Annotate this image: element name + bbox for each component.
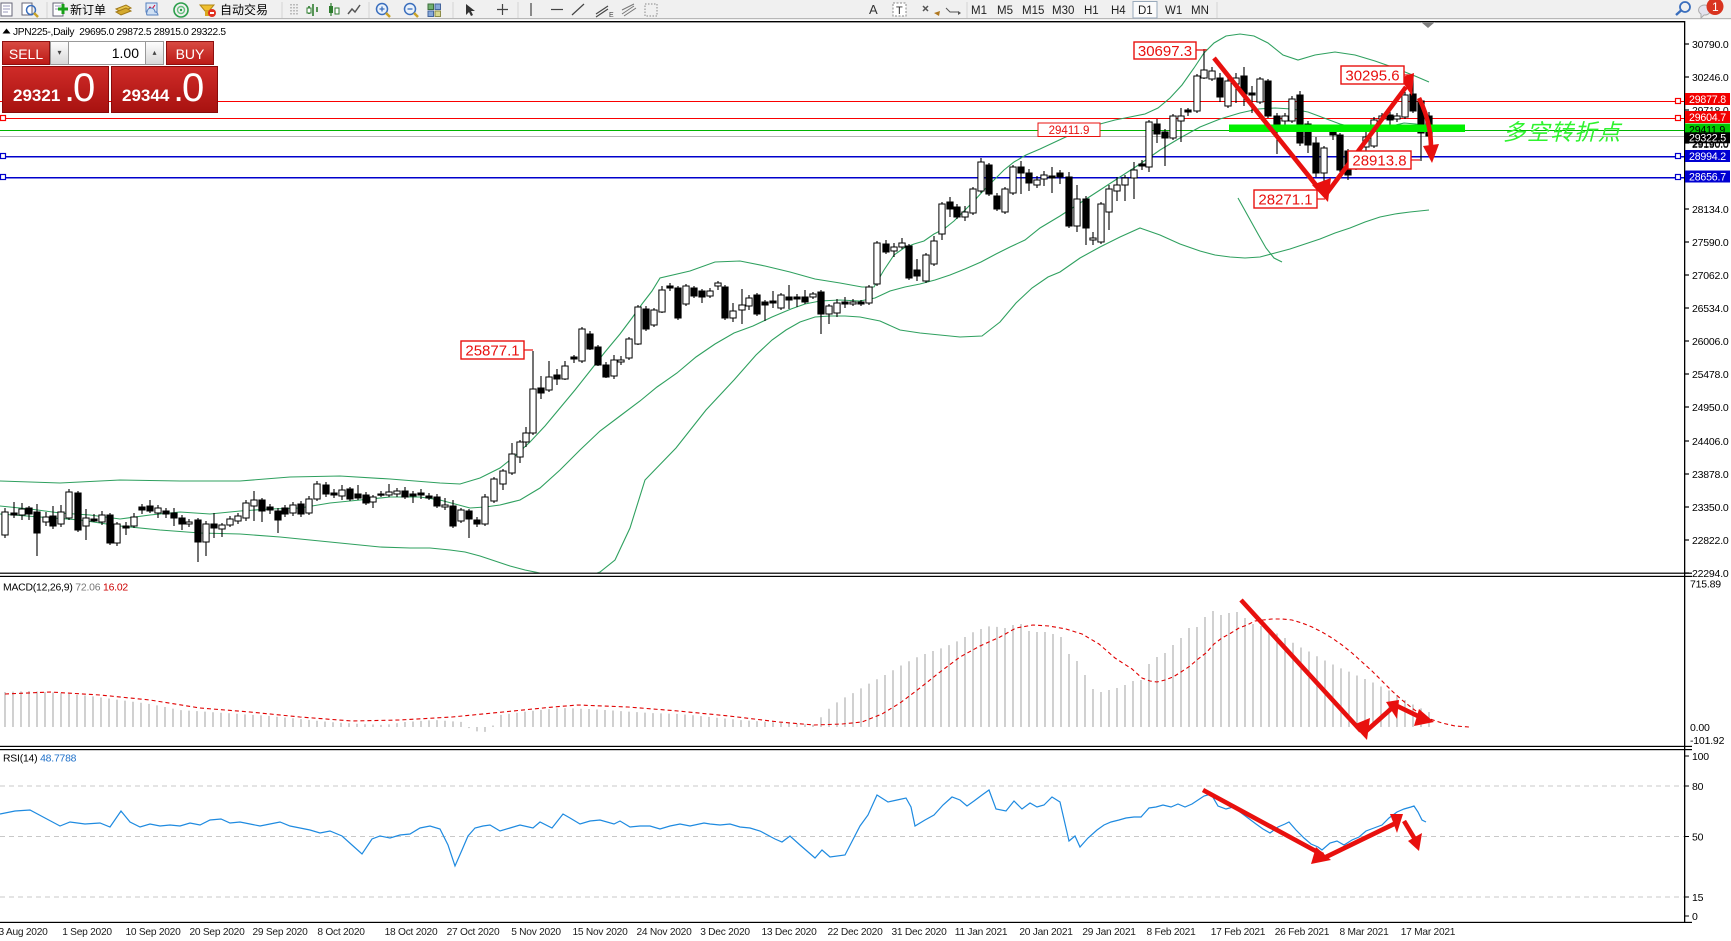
svg-text:1 Sep 2020: 1 Sep 2020 [62, 927, 112, 938]
svg-text:13 Dec 2020: 13 Dec 2020 [761, 927, 817, 938]
svg-text:25877.1: 25877.1 [465, 342, 519, 359]
svg-text:自动交易: 自动交易 [220, 2, 268, 17]
svg-text:100: 100 [1692, 751, 1709, 763]
svg-text:24406.0: 24406.0 [1692, 436, 1729, 448]
svg-text:29877.8: 29877.8 [1689, 94, 1726, 106]
svg-text:T: T [896, 5, 903, 17]
svg-text:E: E [609, 12, 614, 19]
svg-text:28656.7: 28656.7 [1689, 171, 1726, 183]
svg-text:22 Dec 2020: 22 Dec 2020 [827, 927, 883, 938]
svg-text:29322.5: 29322.5 [1689, 133, 1726, 145]
svg-text:M5: M5 [997, 5, 1013, 17]
svg-text:A: A [869, 2, 878, 17]
svg-text:W1: W1 [1165, 5, 1182, 17]
svg-text:M30: M30 [1052, 5, 1074, 17]
svg-text:28913.8: 28913.8 [1352, 152, 1406, 169]
svg-text:17 Feb 2021: 17 Feb 2021 [1211, 927, 1266, 938]
svg-text:0: 0 [1692, 911, 1698, 923]
svg-text:25478.0: 25478.0 [1692, 369, 1729, 381]
svg-text:多空转折点: 多空转折点 [1503, 120, 1623, 145]
svg-text:23878.0: 23878.0 [1692, 469, 1729, 481]
svg-text:50: 50 [1692, 832, 1704, 844]
svg-text:H1: H1 [1084, 5, 1099, 17]
svg-text:26534.0: 26534.0 [1692, 303, 1729, 315]
svg-text:29 Jan 2021: 29 Jan 2021 [1082, 927, 1136, 938]
svg-text:24950.0: 24950.0 [1692, 402, 1729, 414]
svg-text:新订单: 新订单 [70, 2, 106, 17]
svg-text:8 Feb 2021: 8 Feb 2021 [1146, 927, 1196, 938]
svg-text:30246.0: 30246.0 [1692, 72, 1729, 84]
svg-text:0.00: 0.00 [1690, 722, 1710, 734]
svg-text:29 Sep 2020: 29 Sep 2020 [252, 927, 308, 938]
svg-text:20 Jan 2021: 20 Jan 2021 [1019, 927, 1073, 938]
svg-text:18 Oct 2020: 18 Oct 2020 [385, 927, 438, 938]
svg-text:H4: H4 [1111, 5, 1126, 17]
svg-text:8 Mar 2021: 8 Mar 2021 [1339, 927, 1389, 938]
svg-text:715.89: 715.89 [1690, 579, 1721, 591]
svg-text:10 Sep 2020: 10 Sep 2020 [125, 927, 181, 938]
svg-text:30697.3: 30697.3 [1138, 43, 1192, 60]
svg-text:22294.0: 22294.0 [1692, 568, 1729, 580]
svg-text:15: 15 [1692, 892, 1704, 904]
svg-text:8 Oct 2020: 8 Oct 2020 [317, 927, 365, 938]
svg-text:20 Sep 2020: 20 Sep 2020 [189, 927, 245, 938]
svg-text:28134.0: 28134.0 [1692, 204, 1729, 216]
svg-text:27062.0: 27062.0 [1692, 270, 1729, 282]
svg-text:22822.0: 22822.0 [1692, 535, 1729, 547]
svg-text:3 Dec 2020: 3 Dec 2020 [700, 927, 750, 938]
svg-text:29604.7: 29604.7 [1689, 112, 1726, 124]
svg-text:28994.2: 28994.2 [1689, 151, 1726, 163]
svg-text:27590.0: 27590.0 [1692, 237, 1729, 249]
svg-text:M15: M15 [1022, 5, 1044, 17]
svg-text:3 Aug 2020: 3 Aug 2020 [0, 927, 48, 938]
svg-text:D1: D1 [1138, 5, 1153, 17]
svg-text:-101.92: -101.92 [1690, 735, 1725, 747]
svg-text:M1: M1 [971, 5, 987, 17]
svg-text:24 Nov 2020: 24 Nov 2020 [636, 927, 692, 938]
svg-text:29190.0: 29190.0 [1692, 139, 1729, 151]
svg-text:MN: MN [1191, 5, 1209, 17]
svg-text:RSI(14) 48.7788: RSI(14) 48.7788 [3, 754, 77, 765]
svg-text:30790.0: 30790.0 [1692, 39, 1729, 51]
svg-text:26 Feb 2021: 26 Feb 2021 [1275, 927, 1330, 938]
svg-text:MACD(12,26,9) 72.06 16.02: MACD(12,26,9) 72.06 16.02 [3, 583, 128, 594]
svg-text:28271.1: 28271.1 [1258, 191, 1312, 208]
svg-text:29411.9: 29411.9 [1049, 125, 1090, 137]
svg-text:5 Nov 2020: 5 Nov 2020 [511, 927, 561, 938]
svg-text:1: 1 [1712, 0, 1719, 14]
svg-text:23350.0: 23350.0 [1692, 502, 1729, 514]
svg-text:26006.0: 26006.0 [1692, 336, 1729, 348]
svg-text:80: 80 [1692, 781, 1704, 793]
svg-text:15 Nov 2020: 15 Nov 2020 [572, 927, 628, 938]
svg-text:31 Dec 2020: 31 Dec 2020 [891, 927, 947, 938]
svg-text:JPN225-,Daily 29695.0 29872.5: JPN225-,Daily 29695.0 29872.5 28915.0 29… [13, 27, 226, 38]
svg-text:11 Jan 2021: 11 Jan 2021 [955, 927, 1008, 938]
svg-text:27 Oct 2020: 27 Oct 2020 [447, 927, 500, 938]
svg-text:30295.6: 30295.6 [1345, 67, 1399, 84]
svg-text:17 Mar 2021: 17 Mar 2021 [1401, 927, 1456, 938]
